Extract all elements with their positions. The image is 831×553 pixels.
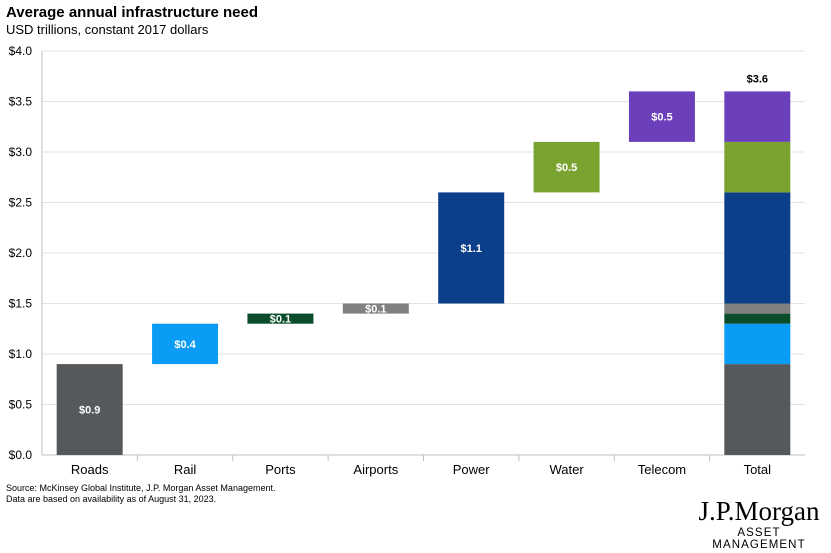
bar — [438, 192, 505, 304]
bar — [342, 303, 409, 314]
total-bar-segment — [724, 141, 791, 193]
bar — [56, 364, 123, 455]
y-tick-label: $1.5 — [9, 297, 33, 311]
y-tick-label: $2.0 — [9, 246, 33, 260]
total-bar-segment — [724, 323, 791, 365]
data-label: $0.4 — [174, 339, 196, 351]
total-data-label: $3.6 — [747, 73, 768, 85]
x-tick-label: Power — [453, 462, 491, 477]
total-bar-segment — [724, 364, 791, 455]
x-tick-label: Airports — [353, 462, 398, 477]
y-tick-label: $2.5 — [9, 196, 33, 210]
y-tick-label: $4.0 — [9, 44, 33, 58]
jpmorgan-logo: J.P.Morgan ASSET MANAGEMENT — [694, 497, 824, 551]
total-bar-segment — [724, 192, 791, 304]
data-label: $0.1 — [365, 304, 386, 316]
source-line-2: Data are based on availability as of Aug… — [6, 494, 217, 504]
data-label: $0.1 — [270, 314, 291, 326]
x-tick-label: Total — [744, 462, 772, 477]
y-tick-label: $3.5 — [9, 95, 33, 109]
bar — [247, 313, 314, 324]
data-label: $0.9 — [79, 405, 100, 417]
data-label: $0.5 — [651, 112, 672, 124]
logo-subtitle: ASSET MANAGEMENT — [712, 527, 806, 551]
chart-title: Average annual infrastructure need — [6, 4, 259, 21]
data-label: $0.5 — [556, 162, 577, 174]
chart-subtitle: USD trillions, constant 2017 dollars — [6, 22, 209, 37]
x-tick-label: Rail — [174, 462, 197, 477]
x-tick-label: Water — [549, 462, 584, 477]
y-tick-label: $1.0 — [9, 347, 33, 361]
source-note: Source: McKinsey Global Institute, J.P. … — [6, 483, 275, 505]
x-tick-label: Roads — [71, 462, 109, 477]
total-bar-segment — [724, 91, 791, 142]
y-tick-label: $0.5 — [9, 398, 33, 412]
x-tick-label: Telecom — [638, 462, 686, 477]
data-label: $1.1 — [460, 243, 481, 255]
total-bar-segment — [724, 313, 791, 324]
source-line-1: Source: McKinsey Global Institute, J.P. … — [6, 483, 276, 493]
y-tick-label: $0.0 — [9, 448, 33, 462]
y-tick-label: $3.0 — [9, 145, 33, 159]
bar — [628, 91, 695, 142]
total-bar-segment — [724, 303, 791, 314]
x-tick-label: Ports — [265, 462, 296, 477]
bar — [152, 323, 219, 365]
bar — [533, 141, 600, 193]
logo-wordmark: J.P.Morgan — [698, 496, 820, 526]
